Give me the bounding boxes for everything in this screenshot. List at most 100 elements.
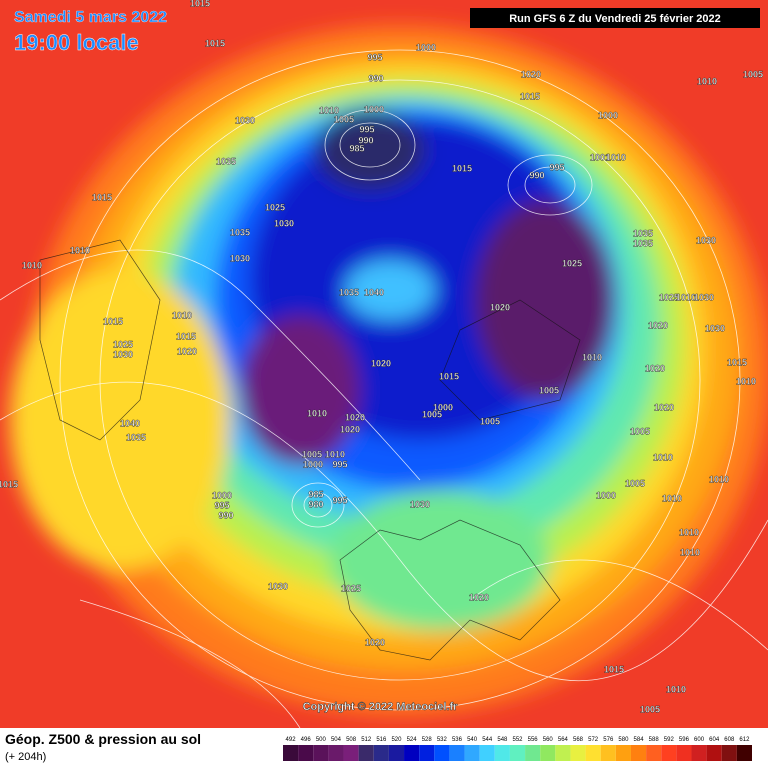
isobar-label: 990 <box>368 73 383 83</box>
scale-swatch <box>479 745 495 761</box>
scale-swatch <box>313 745 329 761</box>
scale-label: 580 <box>618 737 629 743</box>
isobar-label: 1020 <box>645 363 665 373</box>
isobar-label: 1005 <box>422 409 442 419</box>
footer-subtitle: (+ 204h) <box>5 751 46 763</box>
isobar-label: 1015 <box>205 38 225 48</box>
map-background <box>0 0 768 729</box>
scale-swatch <box>646 745 662 761</box>
scale-label: 604 <box>709 737 720 743</box>
isobar-label: 1000 <box>416 42 436 52</box>
isobar-label: 1010 <box>736 376 756 386</box>
scale-label: 524 <box>407 737 418 743</box>
isobar-label: 1015 <box>439 371 459 381</box>
isobar-label: 1020 <box>177 346 197 356</box>
isobar-label: 995 <box>359 124 374 134</box>
isobar-label: 1020 <box>490 302 510 312</box>
isobar-label: 1035 <box>633 238 653 248</box>
isobar-label: 985 <box>349 143 364 153</box>
scale-swatch <box>630 745 647 761</box>
isobar-label: 995 <box>332 459 347 469</box>
isobar-label: 1025 <box>265 202 285 212</box>
isobar-label: 1020 <box>340 424 360 434</box>
isobar-label: 1015 <box>520 91 540 101</box>
isobar-label: 1035 <box>339 287 359 297</box>
isobar-label: 1035 <box>216 156 236 166</box>
scale-label: 540 <box>467 737 478 743</box>
isobar-label: 1010 <box>319 105 339 115</box>
isobar-label: 1030 <box>410 499 430 509</box>
scale-label: 552 <box>512 737 523 743</box>
scale-swatch <box>585 745 601 761</box>
isobar-label: 1005 <box>630 426 650 436</box>
scale-label: 500 <box>316 737 327 743</box>
isobar-label: 990 <box>358 135 373 145</box>
scale-swatch <box>328 745 344 761</box>
isobar-label: 1015 <box>0 479 18 489</box>
isobar-label: 1005 <box>480 416 500 426</box>
isobar-label: 1020 <box>371 358 391 368</box>
isobar-label: 985 <box>308 489 323 499</box>
isobar-label: 1030 <box>268 581 288 591</box>
scale-swatch <box>736 745 752 761</box>
scale-label: 564 <box>558 737 569 743</box>
isobar-label: 1035 <box>230 227 250 237</box>
isobar-label: 1000 <box>303 459 323 469</box>
scale-label: 596 <box>679 737 690 743</box>
scale-swatch <box>298 745 314 761</box>
scale-swatch <box>373 745 389 761</box>
isobar-label: 1020 <box>345 412 365 422</box>
isobar-label: 1015 <box>176 331 196 341</box>
isobar-label: 1005 <box>625 478 645 488</box>
scale-swatch <box>509 745 526 761</box>
isobar-label: 1010 <box>172 310 192 320</box>
scale-swatch <box>676 745 692 761</box>
scale-swatch <box>570 745 586 761</box>
isobar-label: 1010 <box>325 449 345 459</box>
isobar-label: 1025 <box>113 339 133 349</box>
scale-label: 520 <box>391 737 402 743</box>
isobar-label: 1040 <box>120 418 140 428</box>
isobar-label: 1030 <box>235 115 255 125</box>
isobar-label: 1005 <box>302 449 322 459</box>
isobar-label: 1005 <box>334 114 354 124</box>
isobar-label: 1025 <box>562 258 582 268</box>
isobar-label: 1015 <box>92 192 112 202</box>
isobar-label: 990 <box>529 170 544 180</box>
isobar-label: 1025 <box>341 583 361 593</box>
scale-swatch <box>721 745 737 761</box>
scale-label: 544 <box>482 737 493 743</box>
isobar-label: 1010 <box>70 245 90 255</box>
isobar-label: 980 <box>308 499 323 509</box>
scale-swatch <box>615 745 631 761</box>
isobar-label: 1000 <box>212 490 232 500</box>
scale-label: 600 <box>694 737 705 743</box>
isobar-label: 1015 <box>103 316 123 326</box>
scale-label: 496 <box>301 737 312 743</box>
isobar-label: 1000 <box>364 104 384 114</box>
isobar-label: 1005 <box>743 69 763 79</box>
isobar-label: 1015 <box>727 357 747 367</box>
scale-label: 512 <box>361 737 372 743</box>
scale-swatch <box>540 745 556 761</box>
map-date: Samedi 5 mars 2022 <box>14 9 167 26</box>
isobar-label: 1010 <box>307 408 327 418</box>
isobar-label: 1040 <box>364 287 384 297</box>
scale-label: 532 <box>437 737 448 743</box>
run-info: Run GFS 6 Z du Vendredi 25 février 2022 <box>509 13 721 25</box>
scale-label: 568 <box>573 737 584 743</box>
isobar-label: 1010 <box>606 152 626 162</box>
scale-swatch <box>494 745 510 761</box>
scale-swatch <box>343 745 359 761</box>
isobar-label: 1010 <box>662 493 682 503</box>
map-time: 19:00 locale <box>14 30 139 55</box>
scale-swatch <box>449 745 465 761</box>
isobar-label: 1015 <box>190 0 210 8</box>
scale-label: 584 <box>634 737 645 743</box>
scale-label: 592 <box>664 737 675 743</box>
scale-swatch <box>525 745 541 761</box>
scale-label: 572 <box>588 737 599 743</box>
scale-swatch <box>434 745 450 761</box>
scale-swatch <box>555 745 571 761</box>
